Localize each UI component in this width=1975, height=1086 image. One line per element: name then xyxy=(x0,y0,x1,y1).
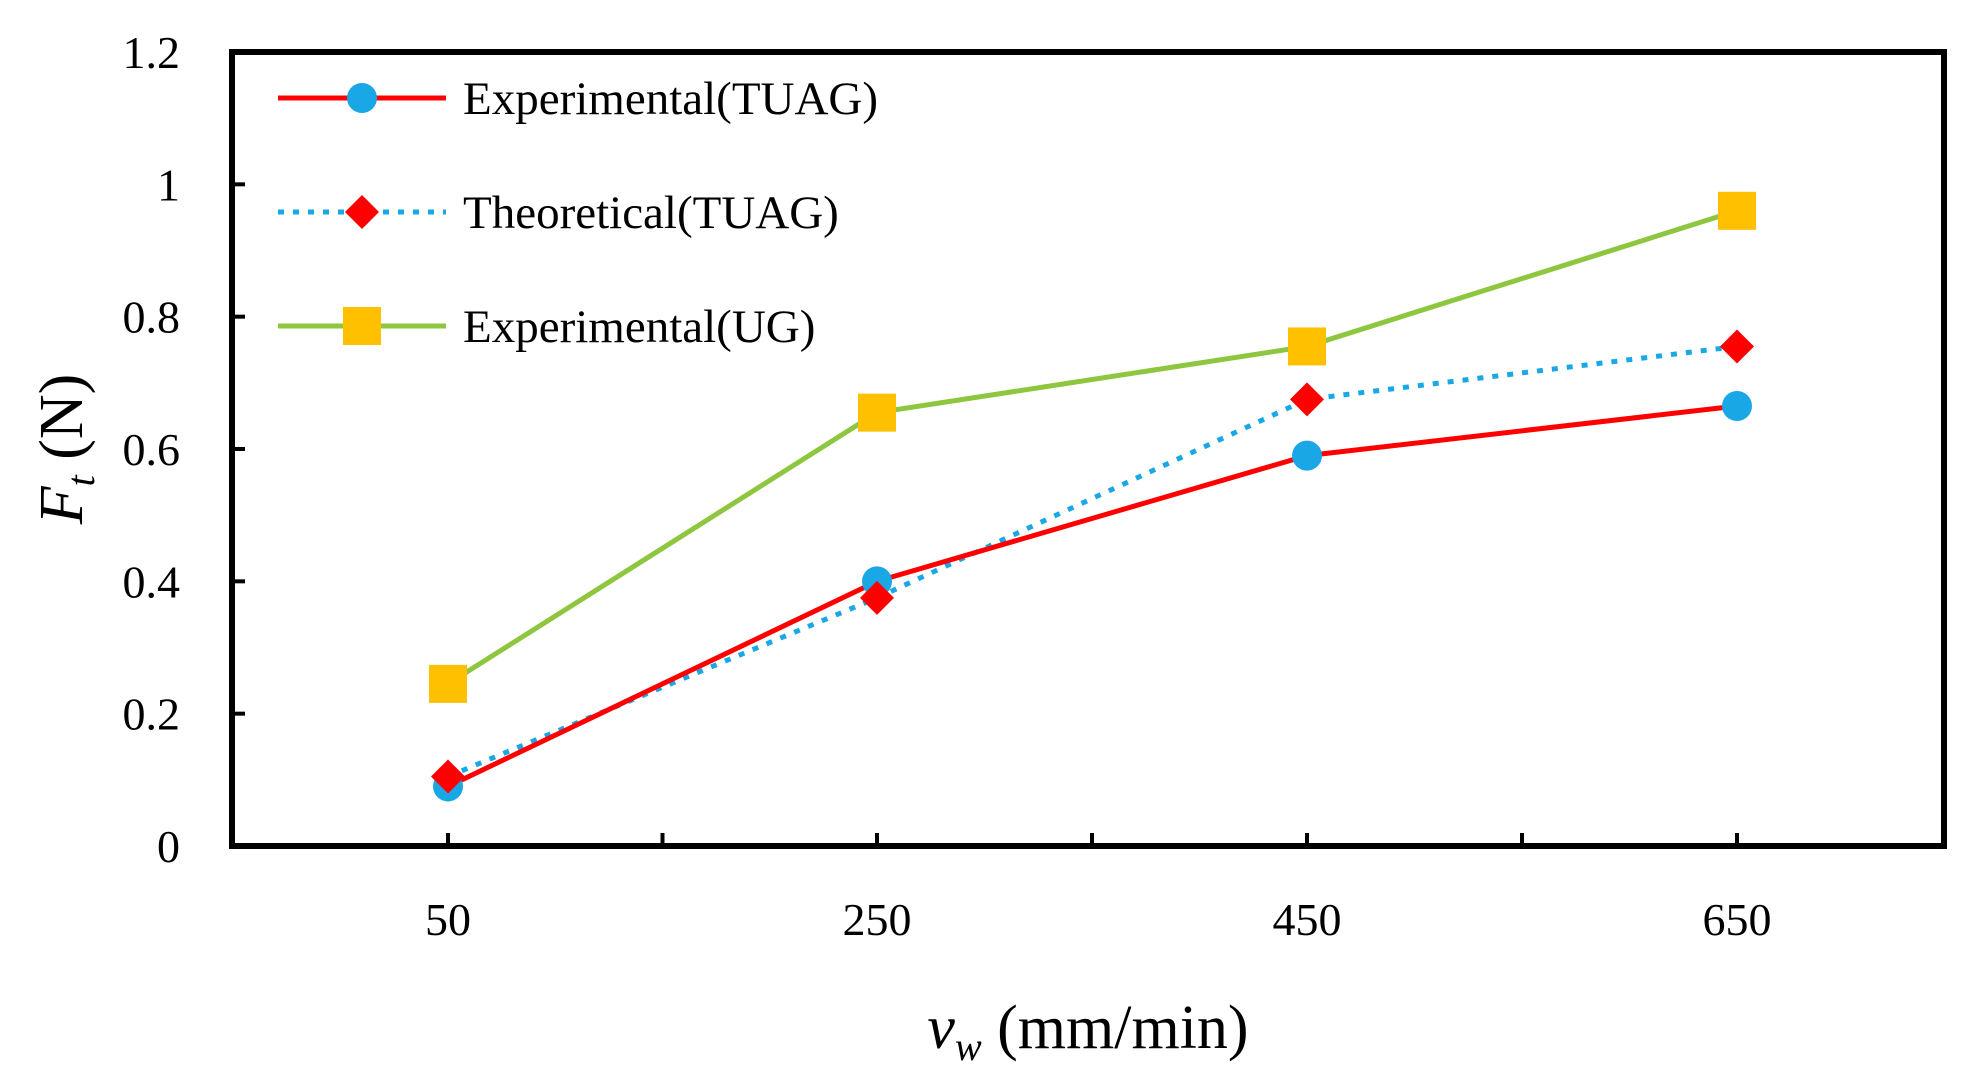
series-line-2 xyxy=(446,208,1738,687)
legend: Experimental(TUAG) Theoretical(TUAG) Exper… xyxy=(278,73,878,353)
y-tick-label: 0.2 xyxy=(123,689,181,740)
y-tick-label: 0.8 xyxy=(123,292,181,343)
x-tick-label: 450 xyxy=(1273,894,1342,945)
data-point-1-3 xyxy=(1720,329,1754,364)
plot-area xyxy=(229,49,1947,849)
legend-marker-1 xyxy=(345,195,379,229)
y-axis-title-var: F xyxy=(28,485,96,525)
legend-label-2: Experimental(UG) xyxy=(463,301,815,353)
x-axis-title-unit: (mm/min) xyxy=(982,994,1249,1062)
series-markers xyxy=(429,191,1756,802)
x-axis-title-sub: w xyxy=(955,1024,982,1069)
x-tick-label: 650 xyxy=(1703,894,1772,945)
y-tick-label: 1.2 xyxy=(123,27,181,78)
data-point-2-1 xyxy=(858,393,896,432)
y-axis-title-sub: t xyxy=(58,474,103,486)
y-tick-label: 0.4 xyxy=(123,556,181,607)
x-tick-label: 50 xyxy=(425,894,471,945)
data-point-1-1 xyxy=(860,580,894,615)
y-tick-labels: 0 0.2 0.4 0.6 0.8 1 1.2 xyxy=(123,27,181,872)
data-point-1-2 xyxy=(1290,382,1324,417)
y-tick-label: 0 xyxy=(157,821,180,872)
y-axis-title-unit: (N) xyxy=(28,374,96,476)
data-point-0-2 xyxy=(1292,440,1322,471)
y-tick-label: 0.6 xyxy=(123,424,181,475)
x-tick-label: 250 xyxy=(843,894,912,945)
legend-marker-2 xyxy=(343,307,381,345)
x-axis-title-var: v xyxy=(927,994,955,1062)
data-point-2-2 xyxy=(1288,327,1326,366)
y-axis-title: Ft (N) xyxy=(28,374,103,526)
legend-marker-0 xyxy=(347,83,377,113)
y-tick-label: 1 xyxy=(157,159,180,210)
data-point-0-3 xyxy=(1722,390,1752,421)
x-axis-title: vw (mm/min) xyxy=(927,994,1248,1069)
data-point-1-0 xyxy=(431,759,465,794)
legend-label-0: Experimental(TUAG) xyxy=(463,73,878,125)
ticks xyxy=(232,50,1739,848)
data-point-2-3 xyxy=(1718,191,1756,230)
series-line-0 xyxy=(446,403,1738,789)
series-lines xyxy=(446,208,1738,789)
x-tick-labels: 50 250 450 650 xyxy=(425,894,1772,945)
legend-label-1: Theoretical(TUAG) xyxy=(463,187,839,239)
data-point-2-0 xyxy=(429,664,467,703)
